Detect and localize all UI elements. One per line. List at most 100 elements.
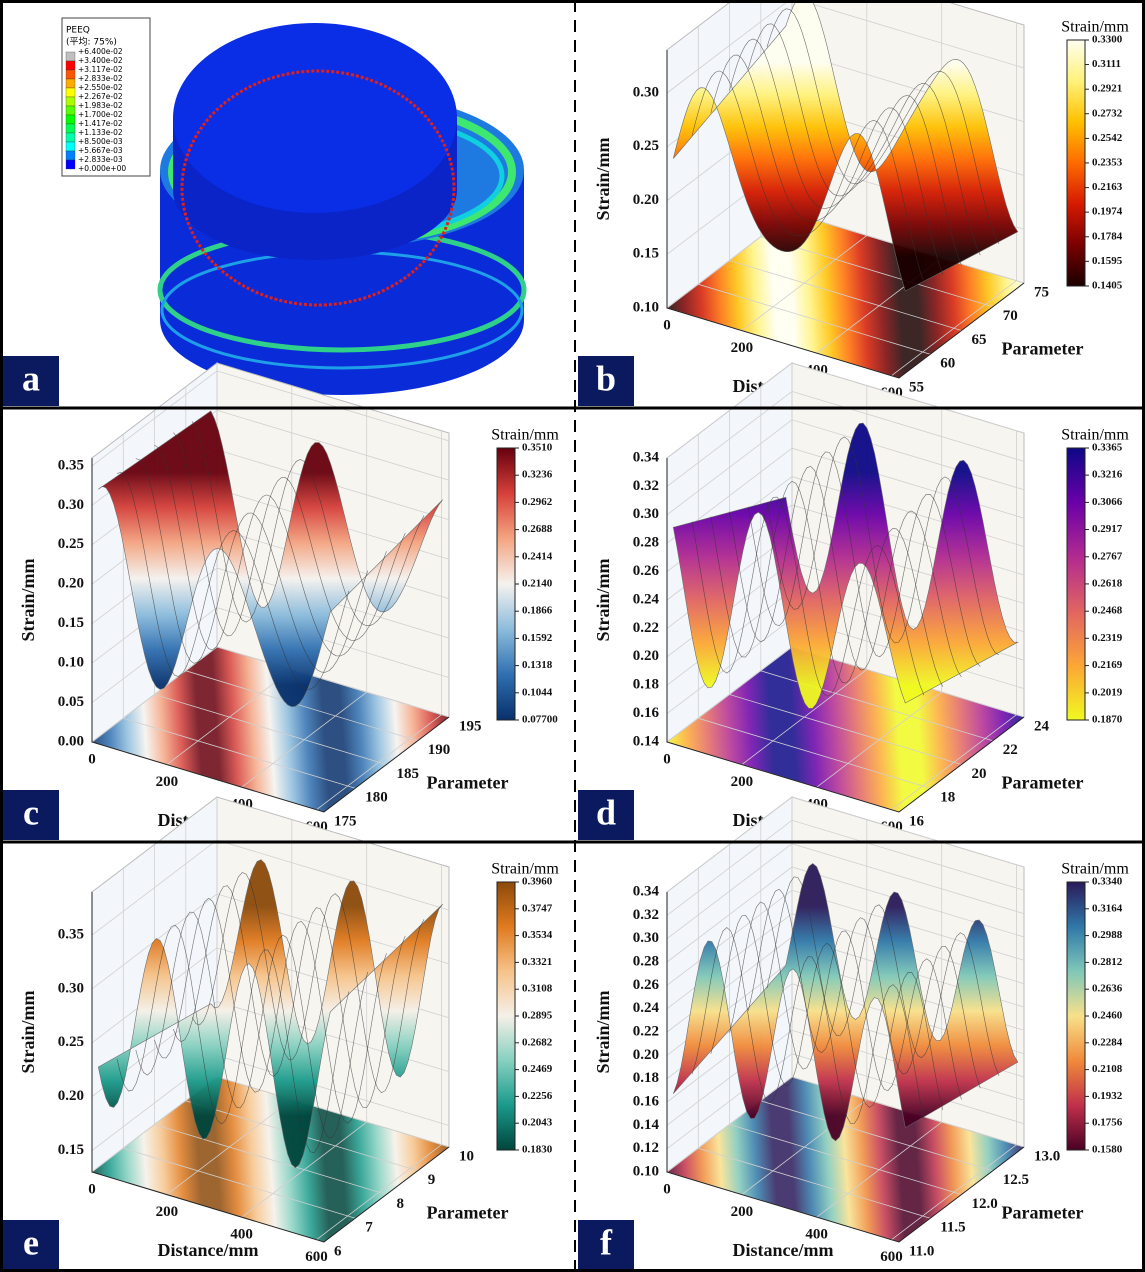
colorbar-tick-label: 0.1830 bbox=[522, 1144, 553, 1156]
surface-contour bbox=[135, 458, 369, 673]
panel-label: f bbox=[600, 1222, 613, 1262]
legend-swatch bbox=[65, 69, 76, 80]
colorbar-tick-label: 0.2682 bbox=[522, 1036, 553, 1048]
z-tick-label: 0.15 bbox=[58, 1142, 84, 1158]
legend-level: +5.667e-03 bbox=[78, 146, 123, 155]
grid-line bbox=[185, 820, 418, 1172]
surface-contour bbox=[191, 421, 425, 627]
z-tick-label: 0.30 bbox=[633, 84, 659, 100]
z-tick-label: 0.34 bbox=[633, 883, 660, 899]
y-tick-label: 11.0 bbox=[909, 1243, 934, 1259]
grid-line bbox=[729, 2, 962, 331]
simulation-model bbox=[157, 23, 527, 395]
surface-contour bbox=[729, 465, 962, 678]
x-tick-label: 0 bbox=[663, 317, 671, 333]
z-tick-label: 0.24 bbox=[633, 591, 660, 607]
y-tick-label: 13.0 bbox=[1034, 1148, 1060, 1164]
x-tick-label: 200 bbox=[156, 1204, 179, 1220]
z-tick-label: 0.16 bbox=[633, 705, 660, 721]
panel-label: c bbox=[23, 792, 39, 832]
colorbar bbox=[1066, 881, 1086, 1151]
x-tick-label: 200 bbox=[731, 340, 754, 356]
z-tick-label: 0.10 bbox=[58, 655, 84, 671]
y-tick-label: 190 bbox=[428, 742, 451, 758]
surface-contour bbox=[729, 38, 962, 266]
colorbar-tick-label: 0.2895 bbox=[522, 1010, 553, 1022]
x-tick-label: 600 bbox=[880, 1249, 903, 1265]
z-tick-label: 0.15 bbox=[633, 246, 659, 262]
legend-level: +3.400e-02 bbox=[78, 56, 123, 65]
z-tick-label: 0.20 bbox=[58, 576, 84, 592]
colorbar-tick-label: 0.3111 bbox=[1092, 58, 1121, 70]
legend-swatch bbox=[65, 141, 76, 152]
colorbar-tick-label: 0.1580 bbox=[1092, 1144, 1123, 1156]
legend-swatch bbox=[65, 123, 76, 134]
legend-level: +1.417e-02 bbox=[78, 119, 123, 128]
colorbar-tick-label: 0.3510 bbox=[522, 442, 553, 454]
colorbar-tick-label: 0.2688 bbox=[522, 523, 553, 535]
y-tick-label: 16 bbox=[909, 813, 925, 829]
y-tick-label: 75 bbox=[1034, 284, 1049, 300]
legend-level: +2.550e-02 bbox=[78, 83, 123, 92]
z-tick-label: 0.35 bbox=[58, 927, 84, 943]
legend-swatch bbox=[65, 96, 76, 107]
colorbar-tick-label: 0.2019 bbox=[1092, 686, 1123, 698]
y-tick-label: 6 bbox=[334, 1243, 342, 1259]
top-disc bbox=[173, 23, 457, 213]
colorbar-tick-label: 0.1974 bbox=[1092, 206, 1123, 218]
colorbar-tick-label: 0.2618 bbox=[1092, 577, 1123, 589]
colorbar-tick-label: 0.2767 bbox=[1092, 550, 1123, 562]
colorbar bbox=[496, 881, 516, 1151]
z-tick-label: 0.28 bbox=[633, 953, 659, 969]
y-tick-label: 60 bbox=[940, 356, 955, 372]
z-axis-label: Strain/mm bbox=[593, 990, 613, 1073]
surface-contour bbox=[710, 480, 944, 687]
legend-swatch bbox=[65, 87, 76, 98]
z-tick-label: 0.30 bbox=[633, 506, 659, 522]
y-tick-label: 175 bbox=[334, 813, 357, 829]
colorbar-tick-label: 0.2163 bbox=[1092, 181, 1123, 193]
z-tick-label: 0.15 bbox=[58, 615, 84, 631]
surface-contour bbox=[173, 432, 406, 641]
z-tick-label: 0.18 bbox=[633, 1070, 659, 1086]
z-tick-label: 0.32 bbox=[633, 907, 659, 923]
y-tick-label: 20 bbox=[972, 766, 987, 782]
colorbar-tick-label: 0.3534 bbox=[522, 929, 553, 941]
colorbar-tick-label: 0.1318 bbox=[522, 659, 553, 671]
y-axis-label: Parameter bbox=[1002, 773, 1084, 793]
grid-line bbox=[697, 868, 931, 1219]
legend-swatch bbox=[65, 132, 76, 143]
x-tick-label: 400 bbox=[805, 1227, 828, 1243]
x-axis-label: Distance/mm bbox=[733, 1240, 834, 1260]
colorbar-tick-label: 0.2353 bbox=[1092, 156, 1123, 168]
y-tick-label: 18 bbox=[940, 790, 955, 806]
legend-level: +3.117e-02 bbox=[78, 65, 123, 74]
colorbar-tick-label: 0.07700 bbox=[522, 714, 558, 726]
surface bbox=[672, 422, 1019, 709]
panel-label-box bbox=[3, 790, 59, 840]
axis-line bbox=[666, 892, 1025, 1243]
colorbar bbox=[1066, 39, 1086, 287]
y-axis-label: Parameter bbox=[427, 1203, 509, 1223]
axis-line bbox=[91, 892, 450, 1243]
colorbar-title: Strain/mm bbox=[491, 427, 559, 444]
colorbar-tick-label: 0.2043 bbox=[522, 1117, 553, 1129]
x-tick-label: 200 bbox=[731, 774, 754, 790]
colorbar-tick-label: 0.2414 bbox=[522, 550, 553, 562]
colorbar-tick-label: 0.2542 bbox=[1092, 132, 1123, 144]
colorbar-tick-label: 0.2636 bbox=[1092, 983, 1123, 995]
colorbar-tick-label: 0.3340 bbox=[1092, 876, 1123, 888]
legend-level: +1.983e-02 bbox=[78, 101, 123, 110]
z-tick-label: 0.25 bbox=[58, 536, 84, 552]
y-tick-label: 9 bbox=[428, 1172, 436, 1188]
y-tick-label: 65 bbox=[972, 332, 987, 348]
z-tick-label: 0.05 bbox=[58, 694, 84, 710]
colorbar-tick-label: 0.1044 bbox=[522, 686, 553, 698]
legend-subtitle: (平均: 75%) bbox=[66, 36, 117, 48]
z-tick-label: 0.00 bbox=[58, 733, 84, 749]
axis-line bbox=[666, 50, 1025, 379]
colorbar-tick-label: 0.1592 bbox=[522, 632, 553, 644]
legend-swatch bbox=[65, 78, 76, 89]
panel-label-box bbox=[578, 1220, 634, 1270]
y-tick-label: 12.5 bbox=[1003, 1172, 1029, 1188]
